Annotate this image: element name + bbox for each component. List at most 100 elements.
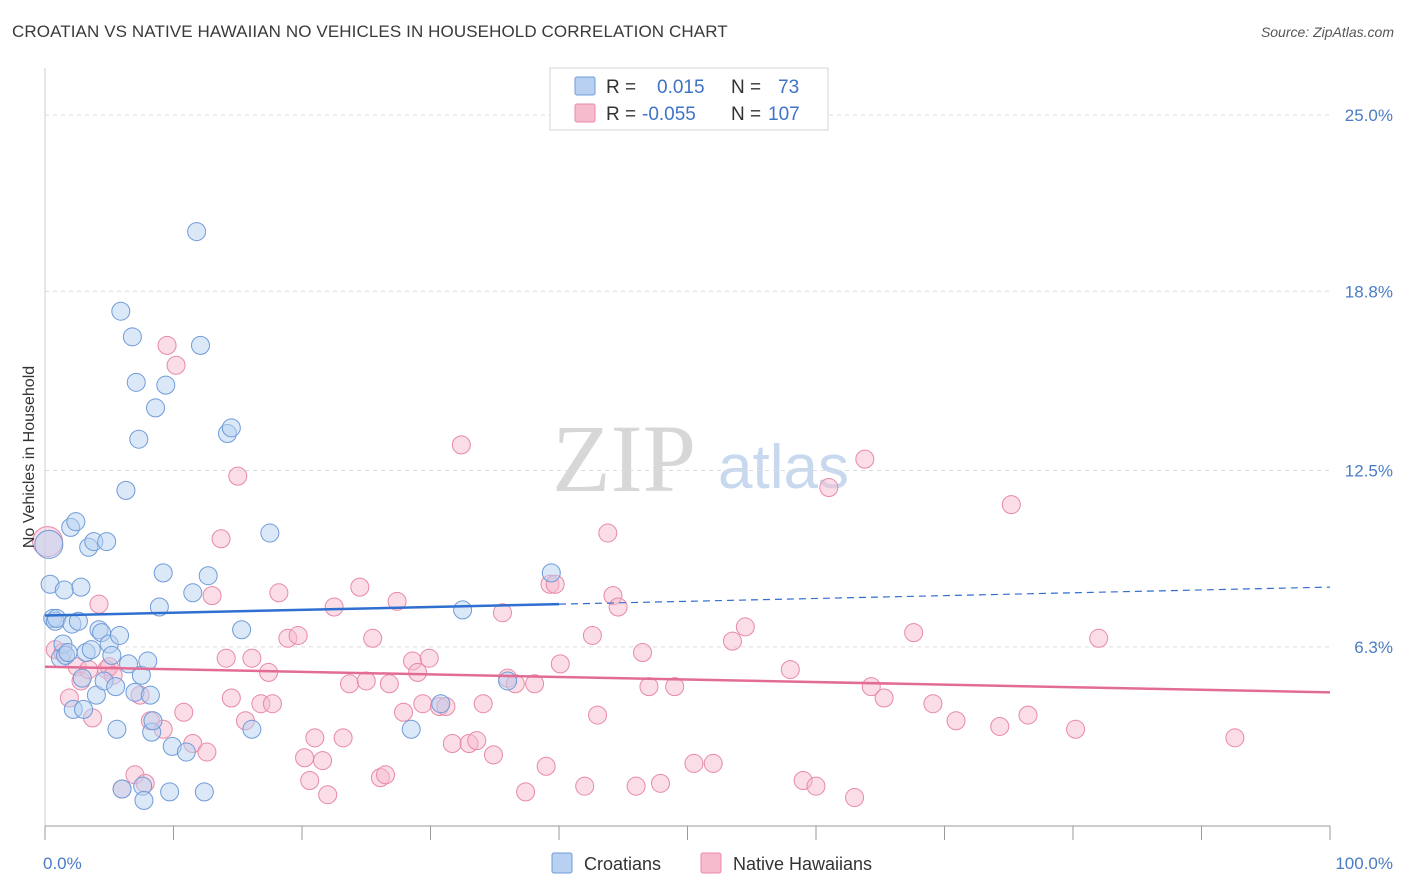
hawaiian-point: [626, 776, 646, 796]
hawaiian-point: [197, 742, 217, 762]
croatian-point: [160, 782, 180, 802]
hawaiian-point: [492, 603, 512, 623]
hawaiian-point: [684, 753, 704, 773]
hawaiian-point: [318, 785, 338, 805]
croatian-point: [122, 327, 142, 347]
hawaiian-point: [262, 694, 282, 714]
croatian-point: [232, 620, 252, 640]
hawaiian-point: [1018, 705, 1038, 725]
croatian-point: [541, 563, 561, 583]
hawaiian-point: [313, 751, 333, 771]
croatian-point: [401, 719, 421, 739]
series-legend: Croatians Native Hawaiians: [551, 852, 872, 874]
bottom-legend-label-croatians: Croatians: [584, 854, 661, 874]
hawaiian-point: [363, 628, 383, 648]
hawaiian-point: [806, 776, 826, 796]
legend-swatch-croatian: [574, 76, 596, 96]
hawaiian-point: [575, 776, 595, 796]
hawaiian-point: [387, 591, 407, 611]
hawaiian-point: [665, 677, 685, 697]
hawaiian-point: [1066, 719, 1086, 739]
axes: [44, 68, 1331, 840]
hawaiian-point: [588, 705, 608, 725]
croatian-point: [176, 742, 196, 762]
croatian-point: [153, 563, 173, 583]
chart-source: Source: ZipAtlas.com: [1260, 24, 1394, 40]
hawaiian-point: [379, 674, 399, 694]
croatian-point: [126, 372, 146, 392]
hawaiian-point: [990, 716, 1010, 736]
hawaiian-point: [216, 648, 236, 668]
legend-swatch-hawaiian: [574, 103, 596, 123]
hawaiian-point: [228, 466, 248, 486]
hawaiian-point: [483, 745, 503, 765]
hawaiian-point: [202, 586, 222, 606]
trend-lines: [44, 586, 1331, 694]
hawaiian-point: [413, 694, 433, 714]
croatian-point: [34, 529, 64, 559]
croatian-point: [72, 668, 92, 688]
correlation-legend: R = 0.015 N = 73 R = -0.055 N = 107: [549, 67, 829, 131]
croatian-point: [156, 375, 176, 395]
watermark-zip: ZIP: [552, 405, 696, 512]
hawaiian-point: [1089, 628, 1109, 648]
y-tick-label-0: 6.3%: [1354, 638, 1393, 657]
hawaiian-point: [633, 643, 653, 663]
croatian-point: [138, 651, 158, 671]
hawaiian-point: [735, 617, 755, 637]
croatian-point: [112, 779, 132, 799]
croatian-point: [198, 566, 218, 586]
croatian-point: [194, 782, 214, 802]
legend-r-value-croatian: 0.015: [657, 77, 705, 98]
croatian-point: [66, 512, 86, 532]
hawaiian-point: [923, 694, 943, 714]
hawaiian-point: [300, 770, 320, 790]
hawaiian-point: [722, 631, 742, 651]
croatian-point: [221, 418, 241, 438]
legend-n-label-hawaiian: N =: [731, 104, 761, 125]
y-axis-label: No Vehicles in Household: [21, 366, 38, 548]
croatian-point: [140, 685, 160, 705]
gridlines: [45, 114, 1330, 648]
croatian-point: [242, 719, 262, 739]
hawaiian-point: [946, 711, 966, 731]
hawaiian-point: [582, 625, 602, 645]
hawaiian-point: [1001, 495, 1021, 515]
hawaiian-point: [467, 731, 487, 751]
legend-n-label-croatian: N =: [731, 77, 761, 98]
legend-r-label-croatian: R =: [606, 77, 636, 98]
hawaiian-point: [419, 648, 439, 668]
hawaiian-point: [376, 765, 396, 785]
hawaiian-point: [819, 478, 839, 498]
hawaiian-point: [473, 694, 493, 714]
croatian-point: [187, 222, 207, 242]
croatian-point: [102, 645, 122, 665]
hawaiian-point: [288, 625, 308, 645]
hawaiian-point: [89, 594, 109, 614]
croatian-point: [125, 682, 145, 702]
legend-r-value-hawaiian: -0.055: [642, 104, 696, 125]
bottom-legend-label-hawaiians: Native Hawaiians: [733, 854, 872, 874]
hawaiian-point: [242, 648, 262, 668]
croatian-point: [260, 523, 280, 543]
hawaiian-point: [651, 773, 671, 793]
y-tick-label-2: 18.8%: [1345, 282, 1393, 301]
hawaiian-point: [340, 674, 360, 694]
croatian-point: [453, 600, 473, 620]
legend-box: [549, 67, 829, 131]
y-tick-label-3: 25.0%: [1345, 106, 1393, 125]
croatian-point: [97, 532, 117, 552]
hawaiian-point: [211, 529, 231, 549]
hawaiian-point: [1225, 728, 1245, 748]
legend-r-label-hawaiian: R =: [606, 104, 636, 125]
hawaiian-point: [394, 702, 414, 722]
hawaiian-point: [324, 597, 344, 617]
croatian-point: [68, 611, 88, 631]
croatian-point: [146, 398, 166, 418]
hawaiian-point: [845, 788, 865, 808]
hawaiian-point: [639, 677, 659, 697]
hawaiian-point: [333, 728, 353, 748]
hawaiian-point: [174, 702, 194, 722]
y-tick-label-1: 12.5%: [1345, 461, 1393, 480]
